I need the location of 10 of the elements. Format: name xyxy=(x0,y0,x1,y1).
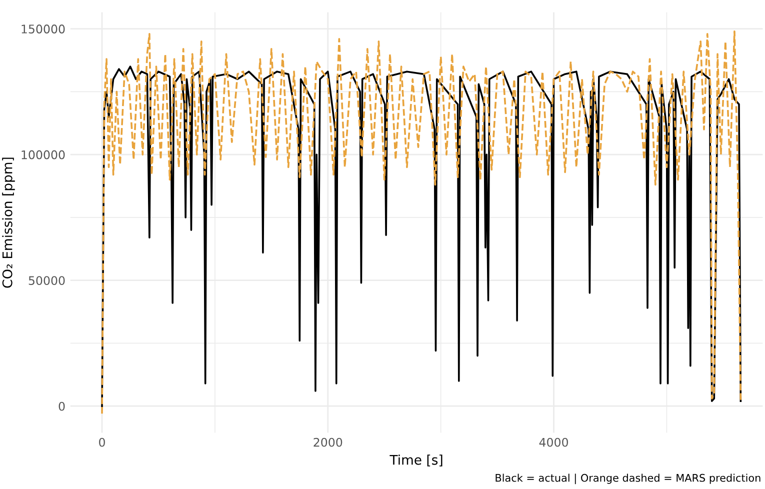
y-tick-label: 100000 xyxy=(22,150,65,160)
x-tick-label: 2000 xyxy=(314,438,342,447)
text: Black = actual | Orange dashed = MARS prediction xyxy=(496,474,760,484)
x-tick-label: 4000 xyxy=(539,438,568,447)
y-tick-label: 0 xyxy=(58,402,65,411)
x-tick-label: 0 xyxy=(99,438,105,447)
y-tick-label: 150000 xyxy=(22,24,65,34)
y-axis-title: CO₂ Emission [ppm] xyxy=(2,158,15,288)
y-tick-label: 50000 xyxy=(28,276,65,285)
x-axis-title: Time [s] xyxy=(390,454,442,466)
